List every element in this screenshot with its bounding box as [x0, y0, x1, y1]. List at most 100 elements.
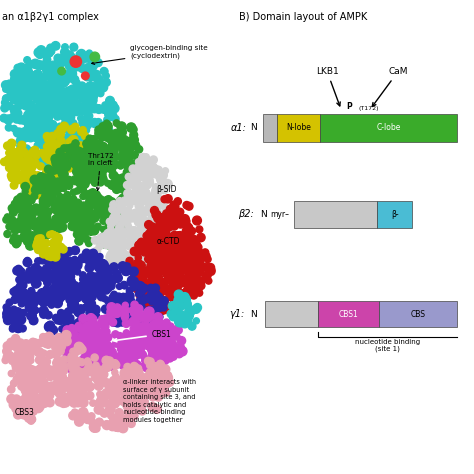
- Circle shape: [56, 146, 63, 153]
- Circle shape: [172, 203, 179, 210]
- Circle shape: [155, 245, 163, 254]
- Circle shape: [174, 345, 182, 353]
- Circle shape: [178, 254, 184, 260]
- Circle shape: [115, 139, 124, 147]
- Circle shape: [118, 304, 125, 311]
- Circle shape: [105, 357, 114, 365]
- Circle shape: [36, 221, 45, 230]
- Circle shape: [145, 288, 153, 296]
- Circle shape: [173, 303, 181, 310]
- Circle shape: [80, 276, 87, 283]
- Circle shape: [113, 360, 119, 366]
- Circle shape: [111, 210, 119, 219]
- Circle shape: [119, 337, 128, 346]
- Circle shape: [100, 328, 108, 336]
- FancyBboxPatch shape: [277, 114, 320, 142]
- Circle shape: [102, 216, 111, 224]
- Circle shape: [80, 136, 87, 142]
- Circle shape: [65, 62, 74, 71]
- Circle shape: [65, 308, 72, 315]
- Circle shape: [98, 276, 107, 284]
- Circle shape: [17, 315, 26, 324]
- Circle shape: [153, 405, 161, 413]
- Circle shape: [63, 122, 71, 130]
- Circle shape: [147, 346, 155, 353]
- Circle shape: [133, 310, 139, 316]
- Circle shape: [116, 387, 123, 394]
- Text: glycogen-binding site
(cyclodextrin): glycogen-binding site (cyclodextrin): [91, 46, 208, 64]
- Circle shape: [151, 207, 158, 214]
- Circle shape: [181, 264, 189, 273]
- Circle shape: [85, 299, 91, 306]
- Circle shape: [91, 54, 98, 62]
- Circle shape: [24, 351, 30, 357]
- Circle shape: [164, 252, 171, 259]
- Circle shape: [84, 365, 92, 373]
- Text: myr–: myr–: [270, 210, 289, 219]
- Circle shape: [46, 321, 55, 329]
- Circle shape: [12, 162, 18, 168]
- Circle shape: [66, 333, 73, 339]
- Circle shape: [136, 171, 146, 180]
- Circle shape: [150, 237, 158, 244]
- Circle shape: [36, 177, 45, 185]
- Circle shape: [56, 131, 64, 138]
- Circle shape: [18, 226, 25, 233]
- Circle shape: [20, 225, 28, 233]
- Circle shape: [153, 222, 159, 228]
- Circle shape: [119, 146, 126, 152]
- Circle shape: [104, 268, 111, 275]
- Circle shape: [4, 156, 12, 163]
- Circle shape: [113, 120, 120, 127]
- Circle shape: [83, 110, 91, 117]
- Circle shape: [94, 260, 100, 266]
- Circle shape: [125, 418, 133, 426]
- Circle shape: [55, 282, 64, 291]
- Circle shape: [92, 425, 100, 432]
- Circle shape: [36, 98, 45, 107]
- Circle shape: [85, 350, 92, 358]
- Circle shape: [101, 155, 109, 163]
- Circle shape: [108, 419, 117, 428]
- Circle shape: [95, 207, 102, 215]
- Circle shape: [109, 230, 118, 238]
- Circle shape: [89, 360, 95, 366]
- Circle shape: [95, 347, 104, 356]
- Circle shape: [112, 308, 121, 317]
- Circle shape: [21, 290, 28, 297]
- Circle shape: [164, 228, 170, 234]
- Circle shape: [87, 146, 93, 153]
- Circle shape: [45, 136, 54, 144]
- Circle shape: [117, 231, 126, 240]
- Circle shape: [179, 303, 185, 310]
- Circle shape: [63, 201, 71, 210]
- Circle shape: [9, 167, 17, 174]
- Circle shape: [77, 357, 83, 364]
- Circle shape: [162, 182, 169, 189]
- Circle shape: [27, 76, 35, 84]
- Circle shape: [188, 250, 196, 257]
- Circle shape: [146, 292, 152, 299]
- Circle shape: [28, 150, 34, 156]
- Circle shape: [93, 362, 99, 368]
- Circle shape: [13, 89, 20, 95]
- Circle shape: [40, 338, 47, 345]
- Circle shape: [144, 377, 152, 385]
- Circle shape: [46, 173, 54, 182]
- Circle shape: [128, 145, 135, 152]
- Circle shape: [142, 286, 148, 292]
- Circle shape: [8, 204, 16, 212]
- Circle shape: [10, 310, 18, 317]
- Circle shape: [21, 222, 29, 230]
- Circle shape: [166, 224, 173, 231]
- Circle shape: [35, 281, 41, 287]
- Circle shape: [66, 105, 74, 113]
- Circle shape: [21, 128, 28, 134]
- Circle shape: [149, 223, 156, 230]
- Circle shape: [135, 164, 142, 171]
- Circle shape: [88, 383, 94, 390]
- Circle shape: [110, 235, 118, 242]
- Circle shape: [131, 245, 137, 252]
- Circle shape: [68, 93, 75, 101]
- Circle shape: [73, 163, 79, 169]
